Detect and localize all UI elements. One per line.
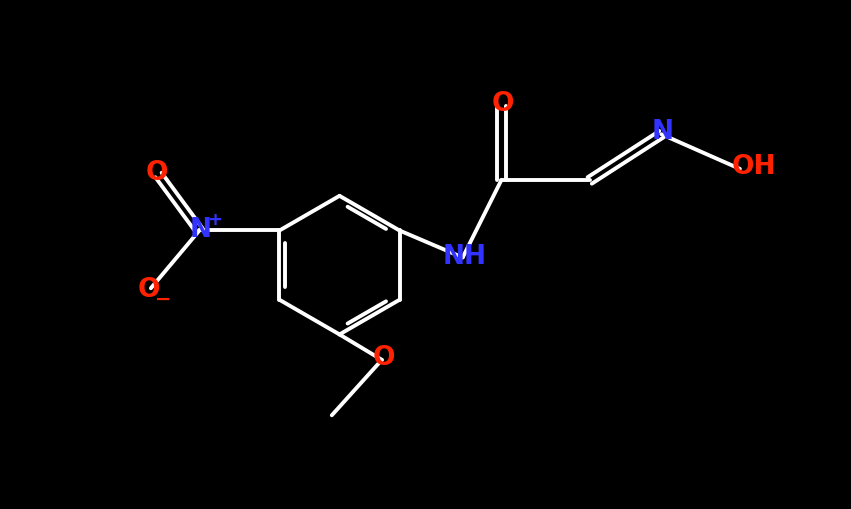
Text: −: − (155, 290, 171, 308)
Text: O: O (138, 277, 161, 303)
Text: O: O (372, 345, 395, 371)
Text: NH: NH (443, 244, 486, 270)
Text: O: O (492, 91, 514, 117)
Text: N: N (652, 119, 674, 145)
Text: +: + (208, 211, 222, 229)
Text: N: N (190, 217, 212, 243)
Text: O: O (146, 160, 168, 186)
Text: OH: OH (732, 154, 776, 180)
